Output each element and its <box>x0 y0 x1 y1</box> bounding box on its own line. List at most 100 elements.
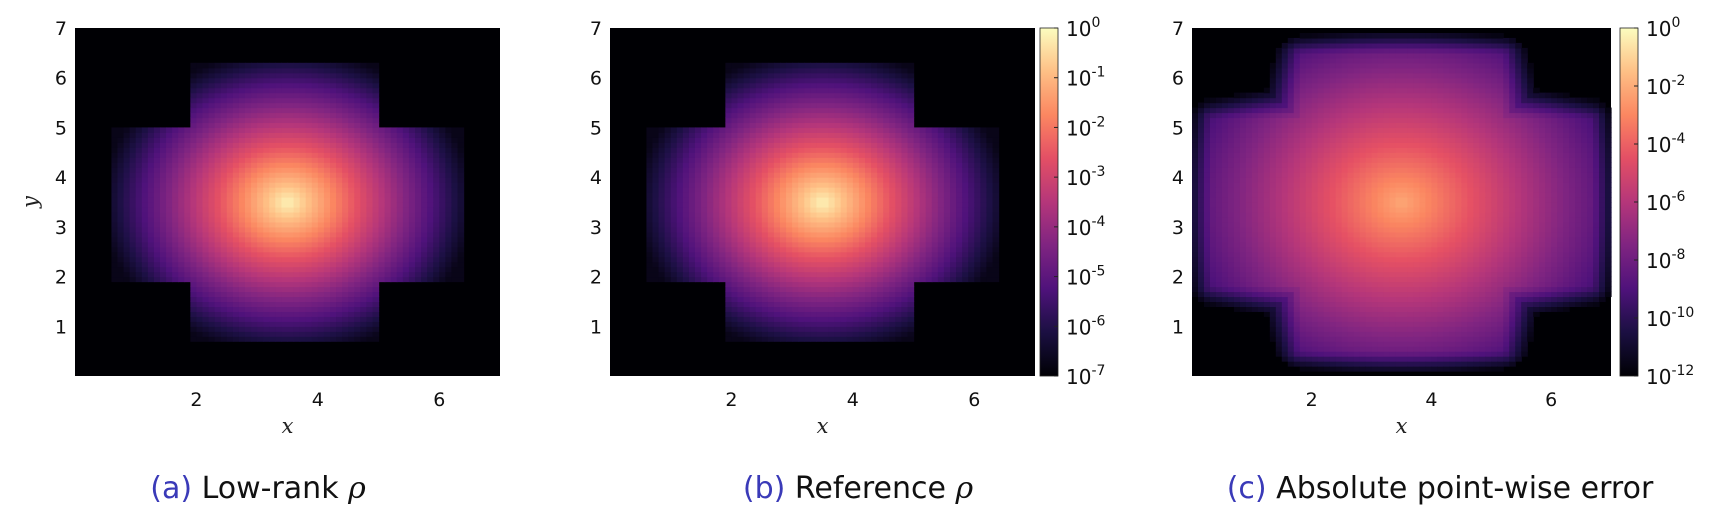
heatmap-cell <box>901 182 909 188</box>
heatmap-cell <box>275 122 283 129</box>
heatmap-cell <box>780 182 787 188</box>
heatmap-cell <box>214 167 222 173</box>
heatmap-cell <box>275 306 283 312</box>
heatmap-cell <box>354 226 361 233</box>
heatmap-cell <box>737 246 745 253</box>
heatmap-cell <box>220 231 228 238</box>
heatmap-cell <box>786 226 793 233</box>
heatmap-cell <box>348 72 355 79</box>
heatmap-cell <box>956 177 963 183</box>
heatmap-cell <box>792 92 799 99</box>
heatmap-cell <box>160 172 167 178</box>
heatmap-cell <box>238 102 246 109</box>
heatmap-cell <box>713 132 720 138</box>
heatmap-cell <box>658 137 666 143</box>
heatmap-cell <box>852 72 860 79</box>
heatmap-cell <box>658 132 666 138</box>
heatmap-cell <box>695 192 702 198</box>
heatmap-cell <box>281 112 289 119</box>
heatmap-cell <box>810 102 818 109</box>
heatmap-cell <box>232 276 240 283</box>
heatmap-cell <box>725 336 733 342</box>
heatmap-cell <box>166 152 173 158</box>
heatmap-cell <box>822 197 830 203</box>
heatmap-cell <box>895 137 903 143</box>
heatmap-cell <box>871 122 878 129</box>
heatmap-cell <box>688 251 696 258</box>
heatmap-cell <box>299 117 307 124</box>
heatmap-cell <box>220 246 228 253</box>
heatmap-cell <box>348 192 355 198</box>
heatmap-cell <box>433 147 440 153</box>
heatmap-cell <box>792 246 799 253</box>
heatmap-cell <box>840 271 848 278</box>
heatmap-cell <box>907 291 915 298</box>
heatmap-cell <box>913 246 921 253</box>
heatmap-cell <box>402 211 410 218</box>
heatmap-cell <box>743 301 751 307</box>
heatmap-cell <box>135 256 143 263</box>
heatmap-cell <box>153 132 161 138</box>
heatmap-cell <box>123 157 131 163</box>
heatmap-cell <box>129 211 137 218</box>
heatmap-cell <box>840 187 848 193</box>
heatmap-cell <box>737 256 745 263</box>
heatmap-cell <box>913 251 921 258</box>
heatmap-cell <box>804 211 811 218</box>
heatmap-cell <box>749 291 757 298</box>
heatmap-cell <box>695 197 702 203</box>
heatmap-cell <box>792 291 799 298</box>
heatmap-cell <box>251 281 258 288</box>
heatmap-cell <box>798 306 805 312</box>
heatmap-cell <box>901 72 909 79</box>
heatmap-cell <box>214 172 222 178</box>
heatmap-cell <box>348 226 355 233</box>
heatmap-cell <box>245 291 252 298</box>
heatmap-cell <box>719 187 726 193</box>
heatmap-cell <box>858 137 866 143</box>
heatmap-cell <box>846 132 854 138</box>
heatmap-cell <box>269 326 276 332</box>
heatmap-cell <box>786 142 793 148</box>
heatmap-cell <box>804 107 811 114</box>
heatmap-cell <box>755 301 763 307</box>
heatmap-cell <box>184 152 191 158</box>
heatmap-cell <box>330 236 337 243</box>
heatmap-cell <box>141 147 149 153</box>
heatmap-cell <box>208 202 216 208</box>
heatmap-cell <box>323 127 331 133</box>
heatmap-cell <box>366 261 374 268</box>
heatmap-cell <box>269 132 276 138</box>
heatmap-cell <box>257 336 264 342</box>
heatmap-cell <box>384 202 392 208</box>
heatmap-cell <box>135 241 143 248</box>
heatmap-cell <box>858 192 866 198</box>
heatmap-cell <box>798 266 805 273</box>
heatmap-cell <box>773 266 781 273</box>
heatmap-cell <box>293 236 301 243</box>
heatmap-cell <box>852 271 860 278</box>
heatmap-cell <box>713 157 720 163</box>
heatmap-cell <box>889 281 896 288</box>
heatmap-cell <box>263 127 270 133</box>
heatmap-cell <box>695 157 702 163</box>
heatmap-cell <box>111 137 119 143</box>
heatmap-cell <box>877 211 884 218</box>
heatmap-cell <box>719 236 726 243</box>
heatmap-cell <box>707 251 714 258</box>
heatmap-cell <box>798 226 805 233</box>
heatmap-cell <box>390 172 398 178</box>
heatmap-cell <box>354 251 361 258</box>
heatmap-cell <box>646 172 654 178</box>
heatmap-cell <box>695 172 702 178</box>
heatmap-cell <box>883 72 890 79</box>
heatmap-cell <box>208 301 216 307</box>
heatmap-cell <box>396 256 404 263</box>
heatmap-cell <box>166 202 173 208</box>
heatmap-cell <box>871 296 878 303</box>
heatmap-cell <box>220 336 228 342</box>
heatmap-cell <box>962 221 969 228</box>
heatmap-cell <box>141 187 149 193</box>
heatmap-cell <box>421 231 428 238</box>
heatmap-cell <box>907 117 915 124</box>
